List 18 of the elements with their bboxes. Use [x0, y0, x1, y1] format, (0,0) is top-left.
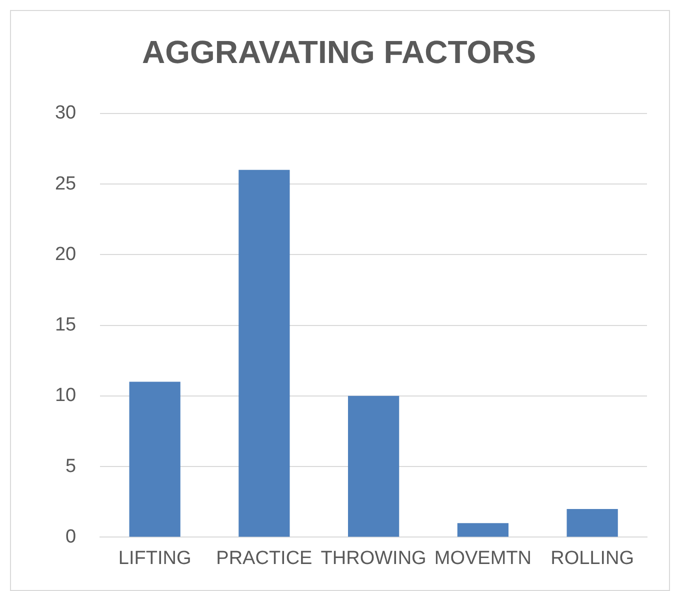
y-tick-label: 0 [66, 526, 76, 548]
x-tick-label: PRACTICE [216, 548, 312, 569]
bar [348, 396, 400, 537]
bar [238, 170, 290, 537]
x-tick-label: ROLLING [550, 548, 634, 569]
x-tick-label: MOVEMTN [434, 548, 532, 569]
bar [566, 508, 618, 537]
y-tick-label: 15 [54, 314, 76, 336]
x-tick-label: LIFTING [118, 548, 192, 569]
bar [129, 382, 180, 537]
y-tick-label: 20 [54, 244, 76, 265]
y-tick-label: 5 [66, 456, 76, 477]
y-tick-label: 10 [54, 385, 76, 406]
x-tick-label: THROWING [320, 548, 426, 569]
y-tick-label: 25 [54, 173, 76, 194]
chart-title: AGGRAVATING FACTORS [142, 34, 536, 70]
y-tick-label: 30 [54, 102, 76, 124]
bar [457, 523, 509, 537]
